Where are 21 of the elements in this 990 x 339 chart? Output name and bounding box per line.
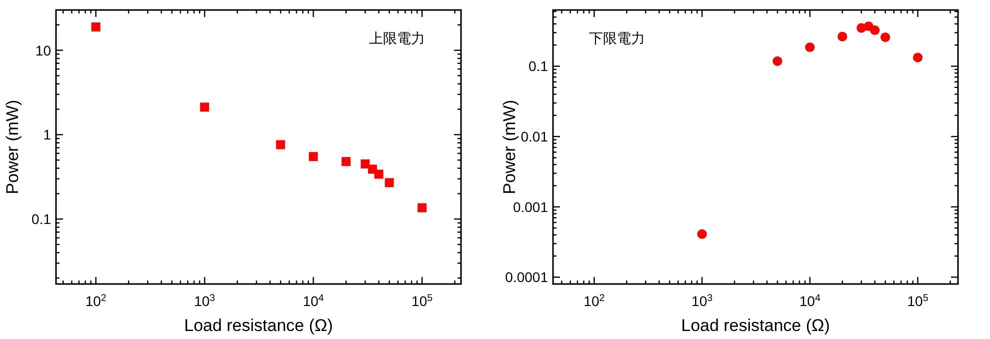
x-tick-label: 10$^{3}$ [194, 292, 216, 309]
y-tick-label: 0.01 [520, 128, 548, 145]
x-tick-label: 10$^{2}$ [85, 292, 106, 309]
x-tick-label: 10$^{4}$ [302, 292, 324, 309]
x-tick-label: 10$^{3}$ [692, 292, 714, 309]
annotation: 下限電力 [589, 31, 645, 47]
x-axis-title: Load resistance (Ω) [184, 316, 333, 335]
x-tick-label: 10$^{5}$ [412, 292, 434, 309]
y-tick-label: 0.001 [512, 198, 548, 215]
x-tick-label: 10$^{4}$ [799, 292, 821, 309]
y-tick-label: 1 [43, 126, 52, 143]
y-tick-label: 0.0001 [505, 269, 548, 286]
y-tick-label: 10 [35, 42, 52, 58]
x-tick-label: 10$^{2}$ [584, 292, 605, 309]
y-axis-title: Power (mW) [3, 100, 22, 194]
annotation: 上限電力 [369, 31, 425, 47]
y-tick-label: 0.1 [32, 211, 52, 228]
x-tick-label: 10$^{5}$ [907, 292, 929, 309]
y-axis-title: Power (mW) [500, 100, 519, 194]
y-tick-label: 0.1 [528, 58, 548, 74]
x-axis-title: Load resistance (Ω) [681, 316, 830, 335]
